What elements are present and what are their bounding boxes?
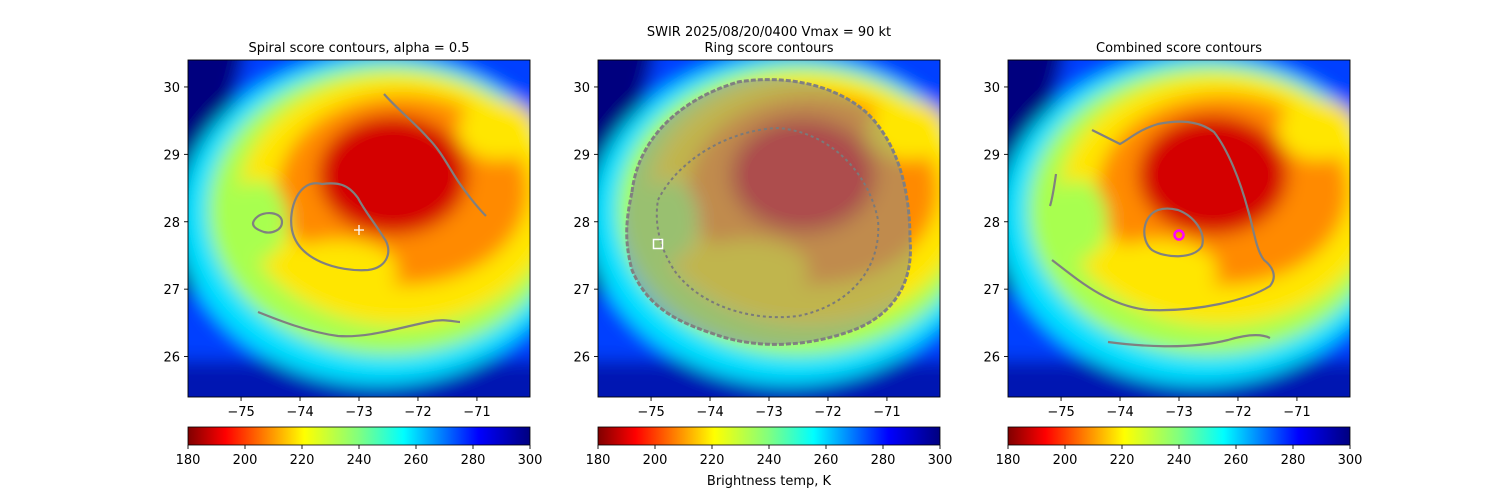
spiral-contour-loop [251, 212, 284, 234]
x-tick-label: −72 [1224, 405, 1251, 420]
y-tick-label: 28 [573, 216, 590, 231]
y-tick-label: 30 [163, 81, 180, 96]
heatmap-background [1008, 60, 1350, 397]
figure-suptitle: SWIR 2025/08/20/0400 Vmax = 90 kt [647, 25, 891, 40]
colorbar-tick-label: 260 [814, 453, 839, 468]
y-tick-label: 26 [983, 351, 1000, 366]
panel-ring: Ring score contours −75 −74 −73 −72 −71 26 27 2… [573, 41, 941, 420]
chart-marker-center-0 [354, 225, 364, 235]
ring-contour-detail [655, 126, 880, 319]
colorbar-tick-label: 240 [1167, 453, 1192, 468]
colorbar-tick-label: 180 [586, 453, 611, 468]
x-tick-label: −72 [814, 405, 841, 420]
x-tick-label: −75 [227, 405, 254, 420]
y-tick-label: 29 [573, 148, 590, 163]
colorbar-tick-label: 260 [1224, 453, 1249, 468]
colorbar-tick-label: 300 [1338, 453, 1363, 468]
x-tick-label: −71 [463, 405, 490, 420]
x-tick-label: −74 [696, 405, 723, 420]
colorbar-tick-label: 280 [461, 453, 486, 468]
heatmap-spiral [188, 60, 530, 397]
axes-1: −75 −74 −73 −72 −71 26 27 28 29 30 [573, 59, 941, 420]
x-tick-label: −73 [345, 405, 372, 420]
x-tick-label: −72 [404, 405, 431, 420]
chart-marker-center-2 [1173, 229, 1185, 241]
ring-contour-mass [625, 78, 912, 346]
colorbar-tick-label: 300 [518, 453, 543, 468]
combined-contour-outer [1051, 120, 1275, 312]
axes-2: −75 −74 −73 −72 −71 26 27 28 29 30 [983, 59, 1351, 420]
y-tick-label: 30 [983, 81, 1000, 96]
y-tick-label: 30 [573, 81, 590, 96]
colorbar-tick-label: 240 [757, 453, 782, 468]
colorbar-tick-label: 180 [996, 453, 1021, 468]
x-tick-label: −74 [1106, 405, 1133, 420]
chart-marker-center-1 [652, 238, 664, 250]
heatmap-ring [598, 60, 940, 397]
colorbar-2: 180 200 220 240 260 280 300 [996, 426, 1363, 468]
colorbar-tick-label: 220 [1110, 453, 1135, 468]
panel-title-spiral: Spiral score contours, alpha = 0.5 [248, 41, 469, 56]
colorbar-tick-label: 260 [404, 453, 429, 468]
combined-contour-inner [1143, 207, 1204, 258]
x-tick-label: −71 [873, 405, 900, 420]
colorbar-0: 180 200 220 240 260 280 300 [176, 426, 543, 468]
colorbar-tick-label: 180 [176, 453, 201, 468]
colorbar-tick-label: 200 [1053, 453, 1078, 468]
axes-0: −75 −74 −73 −72 −71 26 27 28 29 30 [163, 59, 531, 420]
y-tick-label: 29 [983, 148, 1000, 163]
x-tick-label: −71 [1283, 405, 1310, 420]
combined-contour-left [1048, 173, 1058, 207]
y-tick-label: 29 [163, 148, 180, 163]
spiral-contour-outer-top [383, 93, 487, 217]
colorbar-label: Brightness temp, K [707, 474, 832, 489]
spiral-contour-inner [290, 182, 390, 272]
x-tick-label: −75 [637, 405, 664, 420]
heatmap-combined [1008, 60, 1350, 397]
x-tick-label: −75 [1047, 405, 1074, 420]
panel-combined: Combined score contours −75 −74 −73 −72 −71 2… [983, 41, 1351, 420]
heatmap-background [188, 60, 530, 397]
colorbar-tick-label: 300 [928, 453, 953, 468]
colorbar-tick-label: 200 [643, 453, 668, 468]
spiral-contour-outer-bottom [257, 310, 461, 338]
colorbar-tick-label: 220 [700, 453, 725, 468]
colorbar-tick-label: 200 [233, 453, 258, 468]
panel-spiral: Spiral score contours, alpha = 0.5 −75 −7… [163, 41, 531, 420]
y-tick-label: 26 [573, 351, 590, 366]
x-tick-label: −74 [286, 405, 313, 420]
y-tick-label: 27 [573, 283, 590, 298]
y-tick-label: 26 [163, 351, 180, 366]
panel-title-combined: Combined score contours [1096, 41, 1262, 56]
y-tick-label: 27 [983, 283, 1000, 298]
combined-contour-bottom [1107, 334, 1271, 348]
colorbar-tick-label: 240 [347, 453, 372, 468]
x-tick-label: −73 [755, 405, 782, 420]
colorbar-tick-label: 220 [290, 453, 315, 468]
y-tick-label: 28 [983, 216, 1000, 231]
y-tick-label: 27 [163, 283, 180, 298]
colorbar-1: Brightness temp, K 180 200 220 240 260 280 300 [586, 426, 953, 489]
colorbar-tick-label: 280 [1281, 453, 1306, 468]
y-tick-label: 28 [163, 216, 180, 231]
panel-title-ring: Ring score contours [704, 41, 833, 56]
x-tick-label: −73 [1165, 405, 1192, 420]
colorbar-tick-label: 280 [871, 453, 896, 468]
